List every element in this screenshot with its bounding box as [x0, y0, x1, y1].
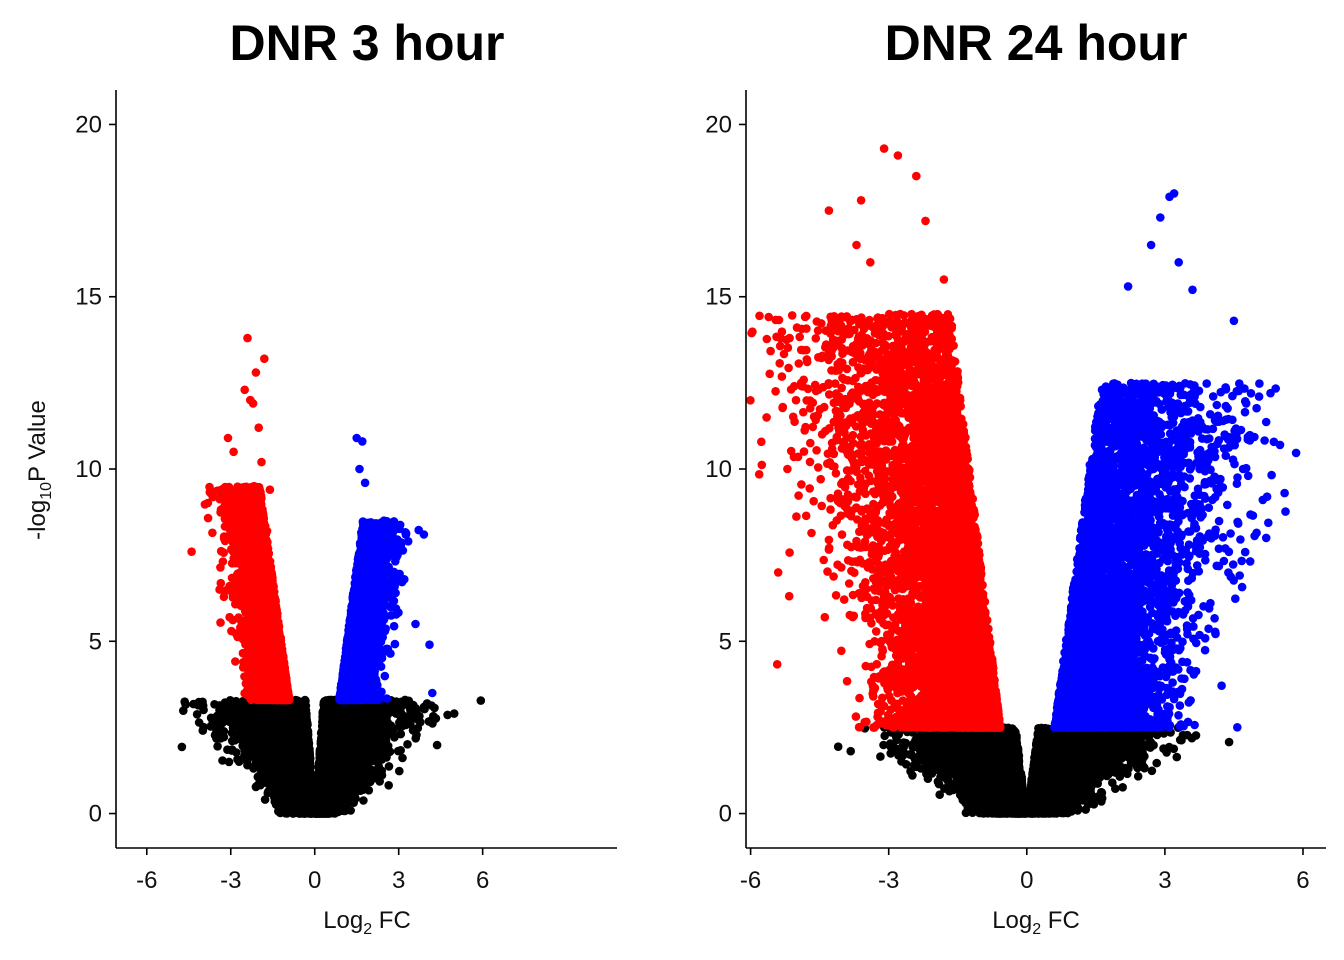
ns-point [212, 727, 221, 736]
ns-point [228, 728, 237, 737]
ns-point [178, 743, 187, 752]
ns-point [217, 734, 226, 743]
ns-point [403, 740, 412, 749]
ns-point [420, 703, 429, 712]
ns-point [450, 709, 459, 718]
ns-point [397, 730, 406, 739]
ns-point [365, 786, 374, 795]
ns-point [384, 781, 393, 790]
ns-point [213, 742, 222, 751]
ns-point [193, 710, 202, 719]
ns-point [389, 724, 398, 733]
scatter-points [178, 334, 486, 818]
ns-point [223, 745, 232, 754]
panel-title: DNR 3 hour [230, 15, 505, 71]
ns-point [235, 757, 244, 766]
ns-point [477, 696, 486, 705]
ns-point [359, 796, 368, 805]
ns-point [429, 712, 438, 721]
ns-point [427, 701, 436, 710]
